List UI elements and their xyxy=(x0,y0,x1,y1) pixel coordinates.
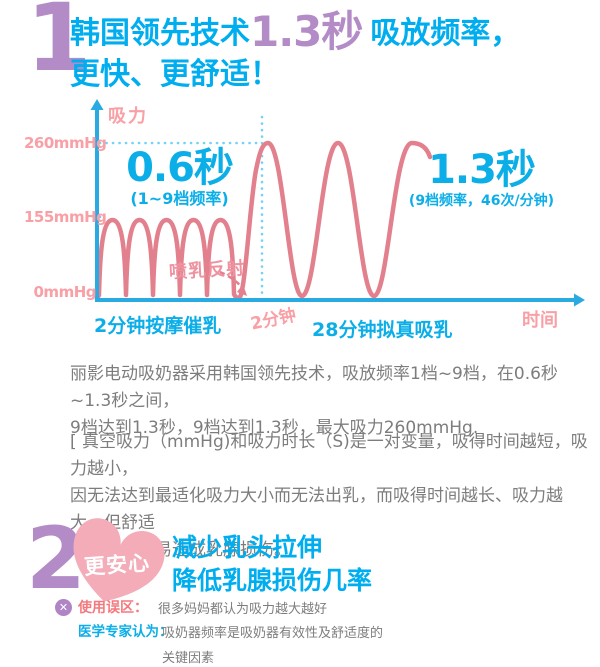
paragraph-1: 丽影电动吸奶器采用韩国领先技术，吸放频率1档~9档，在0.6秒~1.3秒之间， … xyxy=(70,361,595,442)
misuse-label: 使用误区： xyxy=(78,600,148,616)
expert-label: 医学专家认为： xyxy=(78,624,173,640)
paragraph-1-line2: 9档达到1.3秒，9档达到1.3秒，最大吸力260mmHg. xyxy=(70,418,479,438)
tick-155mmhg: 155mmHg xyxy=(24,208,107,226)
section2-title-line1: 减少乳头拉伸 xyxy=(172,533,323,562)
section1-title-line2: 更快、更舒适！ xyxy=(70,57,280,92)
misuse-text: 很多妈妈都认为吸力越大越好 xyxy=(158,602,328,617)
annotation-slow-cycle: 1.3秒 (9档频率，46次/分钟) xyxy=(404,150,559,210)
suction-curve xyxy=(94,140,433,302)
paragraph-2-line1: [ 真空吸力（mmHg)和吸力时长（S)是一对变量，吸得时间越短，吸力越小， xyxy=(70,432,588,479)
y-axis-arrowhead xyxy=(90,99,104,110)
expert-text-line1: 吸奶器频率是吸奶器有效性及舒适度的 xyxy=(162,626,384,641)
reflex-arrow xyxy=(219,270,245,290)
section1-title: 韩国领先技术1.3秒 吸放频率， 更快、更舒适！ xyxy=(70,11,590,92)
section1-title-line1: 韩国领先技术1.3秒 吸放频率， xyxy=(70,11,590,54)
tick-260mmhg: 260mmHg xyxy=(24,134,107,152)
x-label-simulate-phase: 28分钟拟真吸乳 xyxy=(312,319,453,341)
x-axis-arrowhead xyxy=(574,293,585,307)
annotation-fast-cycle: 0.6秒 (1~9档频率) xyxy=(112,148,247,208)
tick-0mmhg: 0mmHg xyxy=(33,283,97,301)
annotation-slow-value: 1.3秒 xyxy=(428,147,536,193)
title-highlight: 1.3秒 xyxy=(250,7,363,56)
title-part2: 吸放频率， xyxy=(370,16,521,51)
paragraph-1-line1: 丽影电动吸奶器采用韩国领先技术，吸放频率1档~9档，在0.6秒~1.3秒之间， xyxy=(70,364,558,411)
heart-icon xyxy=(73,518,165,602)
section2-title-line2: 降低乳腺损伤几率 xyxy=(172,566,373,595)
x-axis-label: 时间 xyxy=(522,310,558,331)
title-part1: 韩国领先技术 xyxy=(70,16,250,51)
chart-canvas xyxy=(85,99,585,307)
section1-number: 1 xyxy=(26,0,92,93)
annotation-fast-value: 0.6秒 xyxy=(126,145,234,191)
heart-label: 更安心 xyxy=(83,550,151,580)
x-circle-icon: ✕ xyxy=(55,599,72,616)
expert-text-line2: 关键因素 xyxy=(162,651,215,666)
x-label-massage-phase: 2分钟按摩催乳 xyxy=(94,315,222,337)
suction-frequency-chart: 吸力 260mmHg 155mmHg 0mmHg 0.6秒 (1~9档频率) 1… xyxy=(24,99,585,341)
reflex-label: 喷乳反射 xyxy=(168,258,246,283)
annotation-slow-detail: (9档频率，46次/分钟) xyxy=(408,193,555,209)
annotation-fast-detail: (1~9档频率) xyxy=(130,189,229,208)
reflex-arrowhead xyxy=(237,284,247,296)
y-axis-label: 吸力 xyxy=(108,106,148,127)
paragraph-2: [ 真空吸力（mmHg)和吸力时长（S)是一对变量，吸得时间越短，吸力越小， 因… xyxy=(70,429,595,564)
